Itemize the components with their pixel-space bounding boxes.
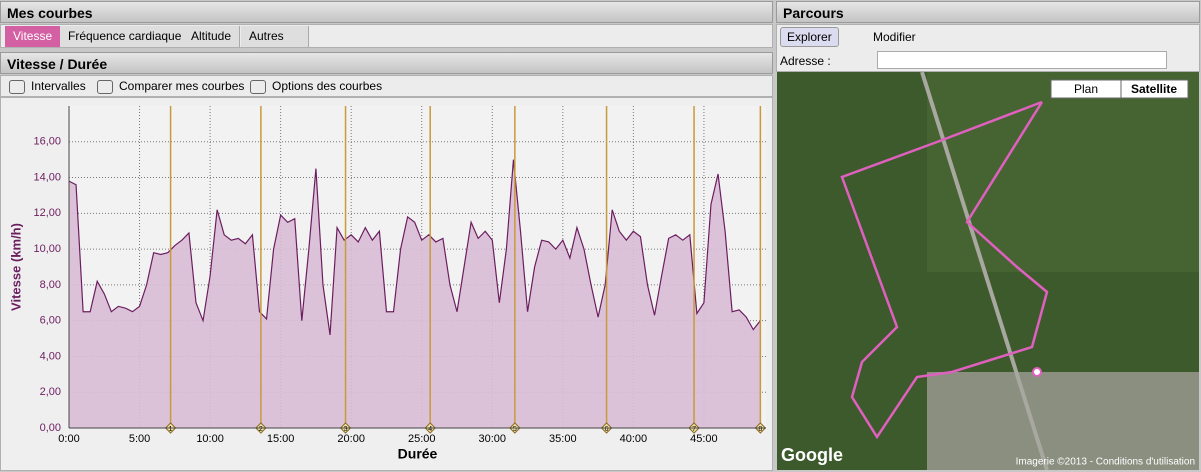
interval-label: 3 — [344, 426, 348, 433]
y-tick-label: 8,00 — [40, 279, 61, 291]
x-tick-label: 20:00 — [337, 433, 365, 445]
x-tick-label: 45:00 — [690, 433, 718, 445]
tab[interactable]: Fréquence cardiaque — [60, 26, 191, 47]
y-tick-label: 6,00 — [40, 315, 61, 327]
chart-title: Vitesse / Durée — [7, 56, 108, 72]
x-tick-label: 15:00 — [267, 433, 295, 445]
tab[interactable]: Altitude — [183, 26, 241, 47]
map: Plan Satellite Google Imagerie ©2013 - C… — [777, 72, 1199, 470]
toolbar-button[interactable]: Intervalles — [9, 79, 86, 94]
y-tick-label: 12,00 — [33, 207, 61, 219]
map-toolbar: Explorer Modifier Adresse : — [776, 24, 1200, 72]
interval-label: 6 — [605, 426, 609, 433]
y-tick-label: 16,00 — [33, 136, 61, 148]
route — [840, 100, 1049, 440]
y-axis-label: Vitesse (km/h) — [8, 223, 23, 311]
map-header: Parcours — [776, 1, 1200, 23]
toolbar-button[interactable]: Options des courbes — [250, 79, 382, 94]
x-tick-label: 35:00 — [549, 433, 577, 445]
interval-label: 2 — [259, 426, 263, 433]
line — [68, 159, 761, 336]
toolbar-label: Intervalles — [31, 79, 86, 93]
modifier-button[interactable]: Modifier — [873, 30, 916, 44]
toolbar-button[interactable]: Comparer mes courbes — [97, 79, 244, 94]
toolbar-label: Options des courbes — [272, 79, 383, 93]
x-tick-label: 25:00 — [408, 433, 436, 445]
chart-toolbar: Intervalles Comparer mes courbes Options… — [0, 75, 773, 97]
panel-title: Parcours — [783, 5, 844, 21]
tab-bar: Vitesse Fréquence cardiaque Altitude Aut… — [0, 24, 773, 48]
x-tick-label: 5:00 — [129, 433, 150, 445]
map-type-button[interactable] — [1120, 79, 1189, 99]
map-road — [920, 72, 1049, 470]
route-marker — [1032, 367, 1042, 377]
chart-header: Vitesse / Durée — [0, 52, 773, 74]
interval-label: 5 — [513, 426, 517, 433]
y-tick-label: 10,00 — [33, 243, 61, 255]
x-tick-label: 0:00 — [58, 433, 79, 445]
map-logo: Google — [781, 445, 843, 465]
map-type-label: Plan — [1074, 82, 1098, 96]
left-header: Mes courbes — [0, 1, 773, 23]
interval-label: 7 — [692, 426, 696, 433]
x-tick-label: 30:00 — [479, 433, 507, 445]
tab[interactable]: Vitesse — [5, 26, 62, 47]
address-label: Adresse : — [780, 54, 831, 68]
interval-label: 8 — [758, 426, 762, 433]
explorer-button[interactable]: Explorer — [780, 27, 839, 47]
x-tick-label: 10:00 — [196, 433, 224, 445]
map-copyright: Imagerie ©2013 - Conditions d'utilisatio… — [1016, 457, 1195, 468]
interval-label: 4 — [428, 426, 432, 433]
chart: 0,00 2,00 4,00 6,00 8,00 10,00 12,00 14,00 16,00… — [0, 97, 773, 471]
map-area — [927, 72, 1199, 272]
tool-label: Modifier — [873, 30, 916, 44]
tab[interactable]: Autres — [241, 26, 309, 47]
y-tick-label: 0,00 — [40, 422, 61, 434]
tool-label: Explorer — [787, 30, 832, 44]
x-axis-label: Durée — [398, 446, 438, 462]
toolbar-label: Comparer mes courbes — [119, 79, 245, 93]
y-tick-label: 2,00 — [40, 386, 61, 398]
x-tick-label: 40:00 — [620, 433, 648, 445]
map-urban — [927, 372, 1199, 470]
address-input[interactable] — [877, 51, 1167, 69]
y-tick-label: 14,00 — [33, 171, 61, 183]
area — [69, 159, 761, 428]
panel-title: Mes courbes — [7, 5, 93, 21]
map-type-label: Satellite — [1131, 82, 1177, 96]
interval-label: 1 — [169, 426, 173, 433]
y-tick-label: 4,00 — [40, 350, 61, 362]
